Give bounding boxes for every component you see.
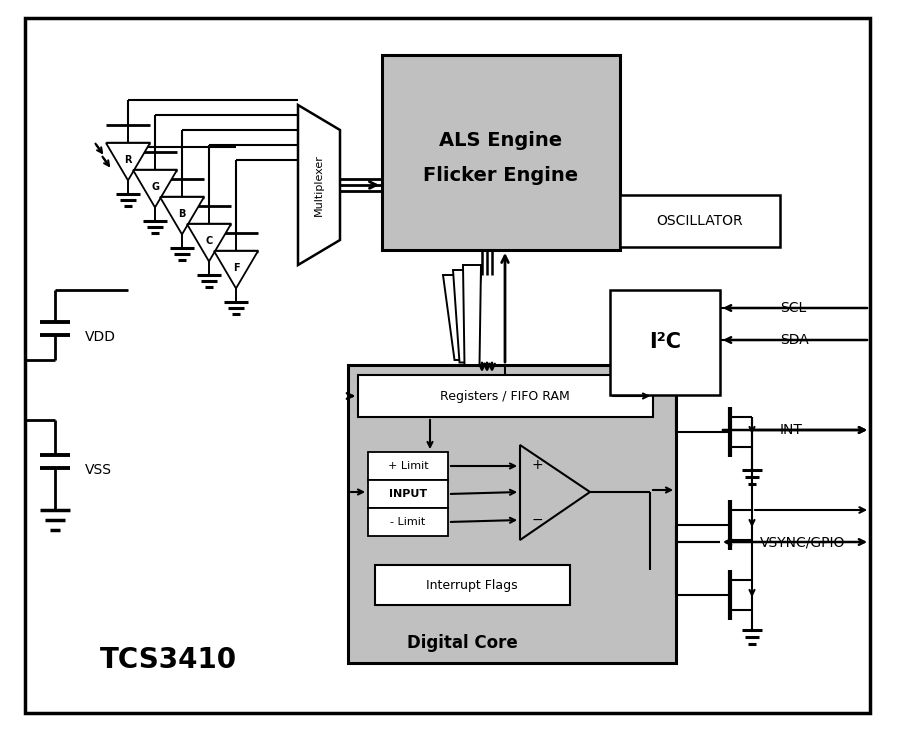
Bar [348,365,676,663]
Polygon shape [133,170,177,207]
Text: F: F [232,263,239,273]
Polygon shape [187,224,231,262]
Text: +: + [531,458,543,472]
Bar [620,195,780,247]
Text: VSYNC/GPIO: VSYNC/GPIO [760,535,845,549]
Text: Flicker Engine: Flicker Engine [423,165,579,184]
Text: Registers / FIFO RAM: Registers / FIFO RAM [440,390,570,403]
Text: VDD: VDD [85,330,116,344]
Text: G: G [151,182,159,192]
Text: SDA: SDA [780,333,809,347]
Polygon shape [160,197,204,234]
Bar [375,565,570,605]
Polygon shape [298,105,340,265]
Text: INPUT: INPUT [389,489,427,499]
Text: Digital Core: Digital Core [406,634,518,652]
Polygon shape [443,275,481,360]
Bar [610,290,720,395]
Text: + Limit: + Limit [388,461,428,471]
Text: OSCILLATOR: OSCILLATOR [657,214,744,228]
Text: - Limit: - Limit [390,517,425,527]
Bar [368,508,448,536]
Text: ALS Engine: ALS Engine [440,131,562,149]
Text: Multiplexer: Multiplexer [314,154,324,216]
Text: B: B [179,209,186,219]
Bar [368,480,448,508]
Bar [358,375,653,417]
Text: SCL: SCL [780,301,806,315]
Text: INT: INT [780,423,803,437]
Text: VSS: VSS [85,463,112,477]
Polygon shape [463,265,481,365]
Text: −: − [531,513,543,527]
Text: R: R [125,155,132,165]
Text: TCS3410: TCS3410 [100,646,237,674]
Bar [368,452,448,480]
Text: 3 Modulators: 3 Modulators [470,284,480,352]
Text: I²C: I²C [649,332,681,352]
Polygon shape [453,270,481,362]
Polygon shape [106,143,150,180]
Text: Interrupt Flags: Interrupt Flags [426,578,518,592]
Bar [382,55,620,250]
Polygon shape [520,445,590,540]
Text: C: C [205,236,213,246]
Polygon shape [214,251,258,288]
